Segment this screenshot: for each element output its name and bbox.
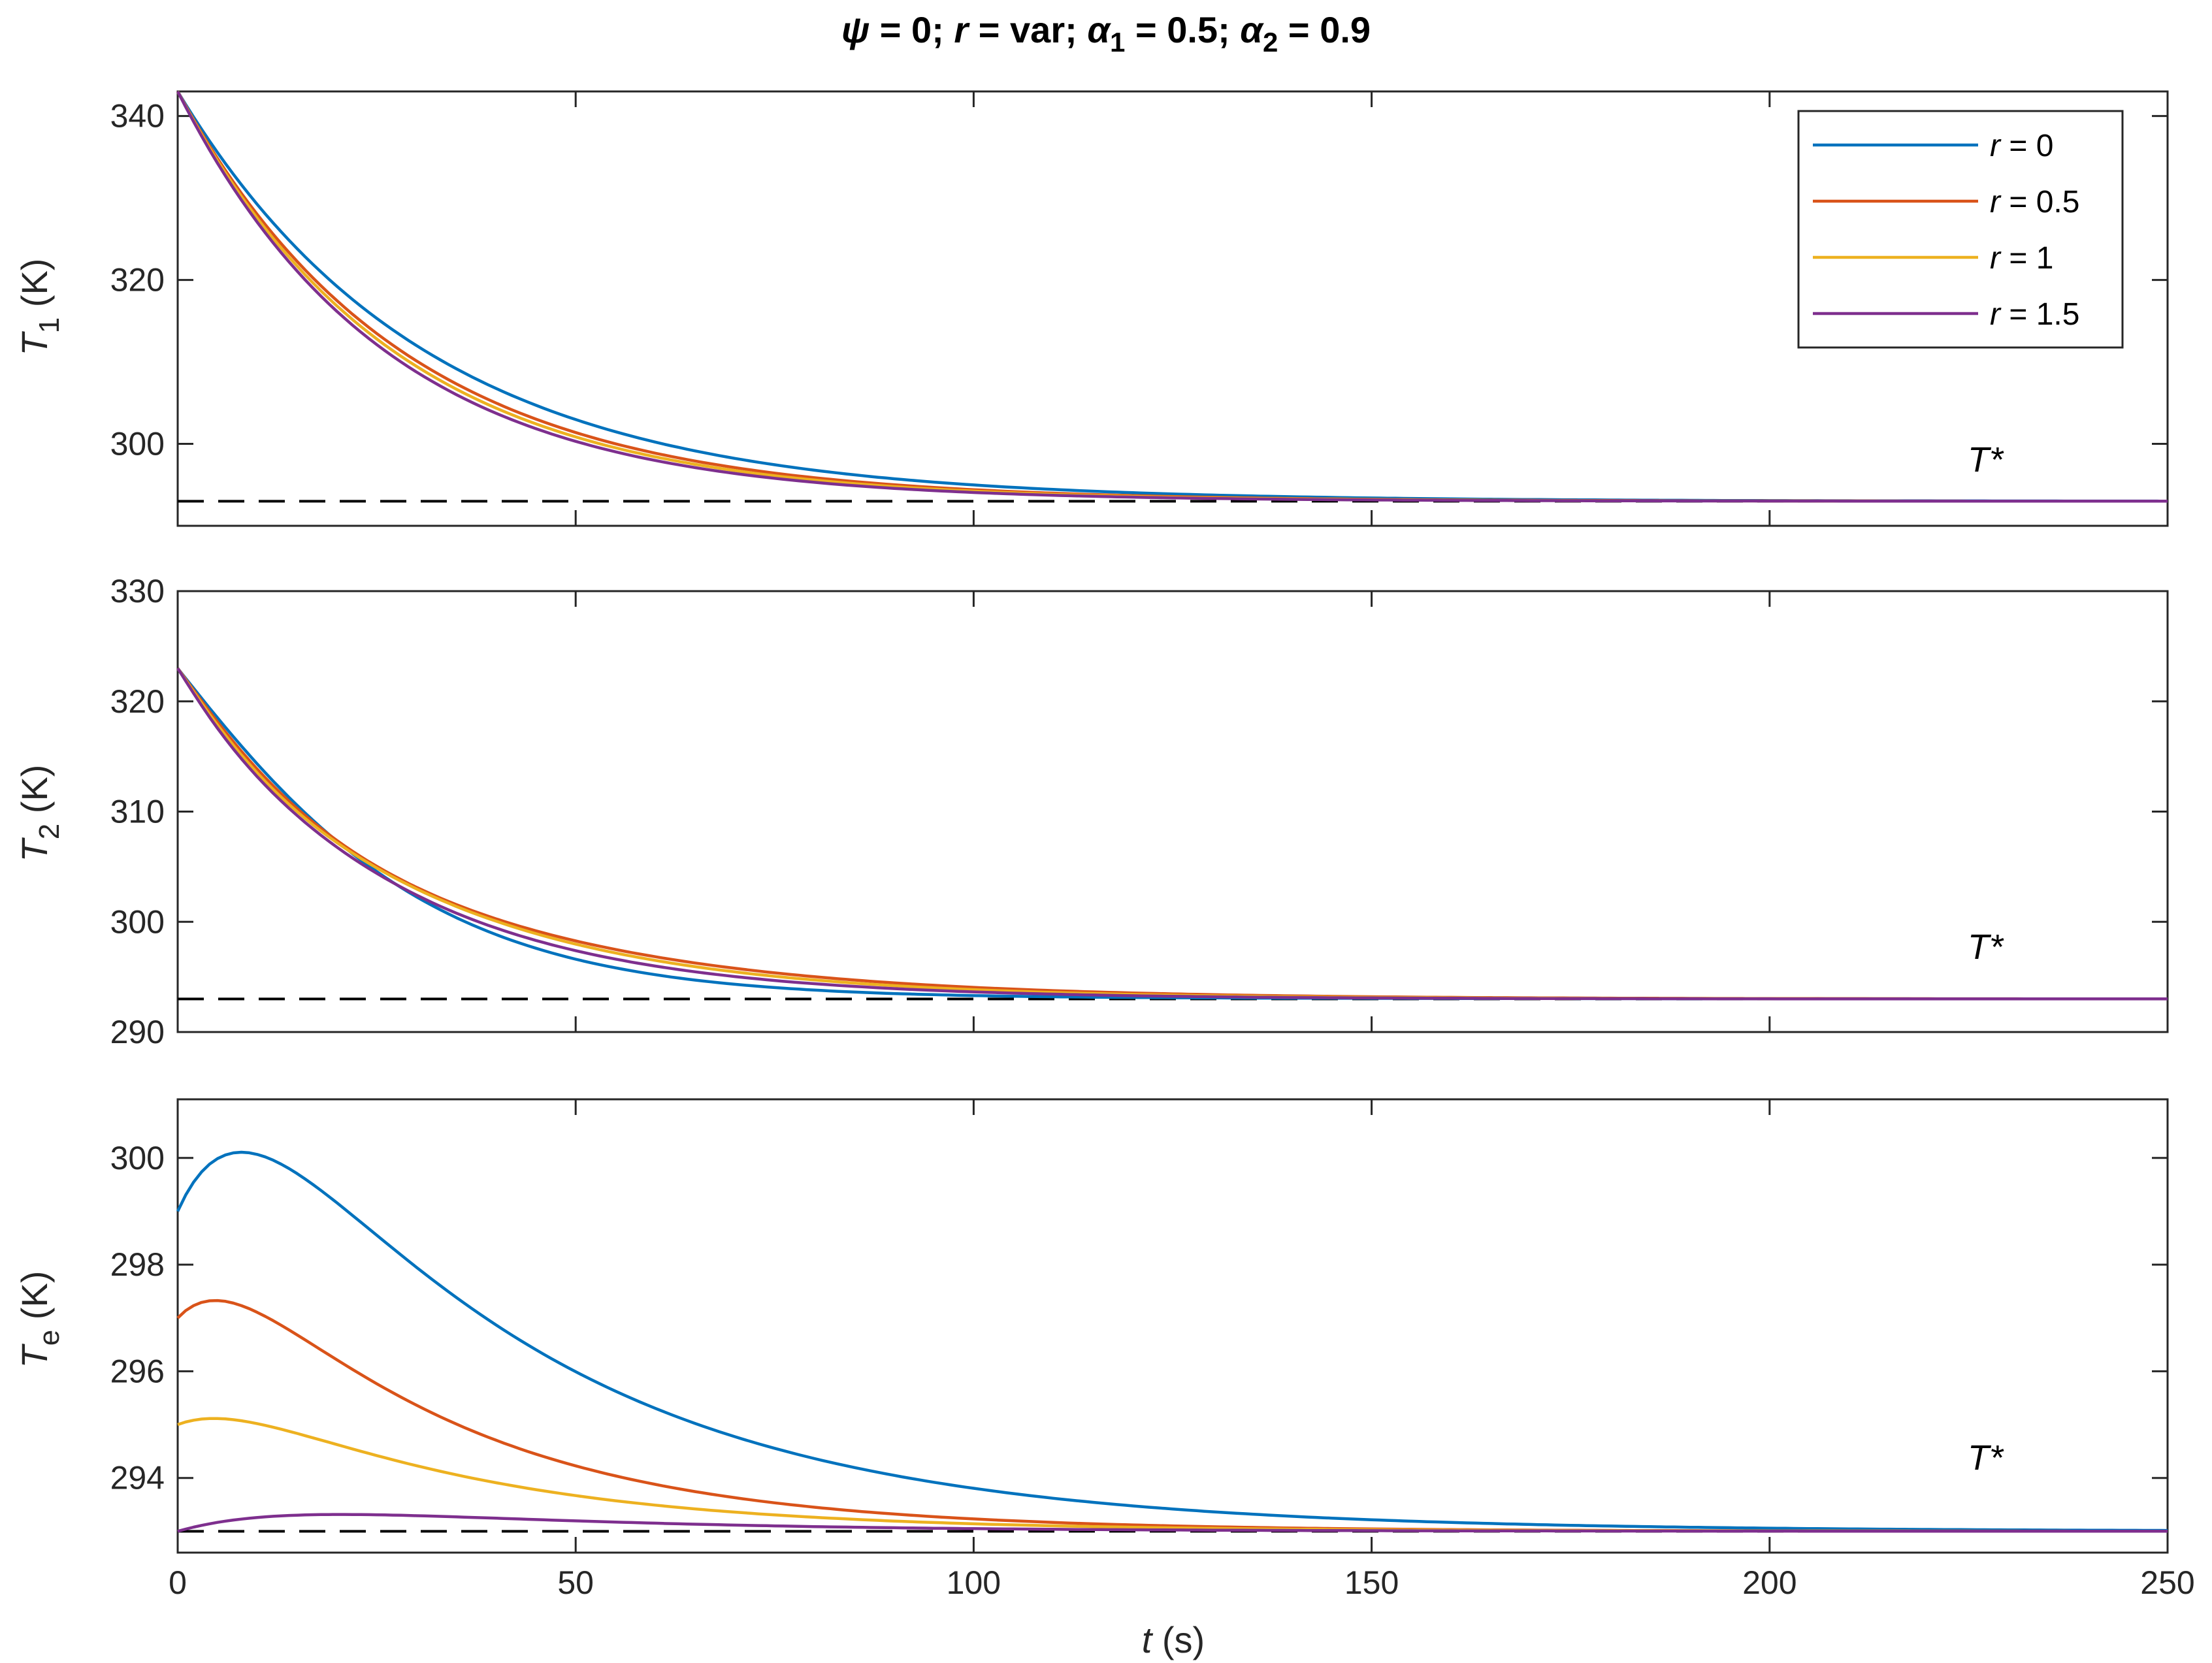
y-tick-label-t2-1: 300: [110, 903, 165, 940]
ylabel-te: Te (K): [14, 1271, 65, 1368]
legend-item-r1: r = 1: [1813, 241, 2053, 276]
x-tick-labels: 0 50 100 150 200 250: [169, 1564, 2195, 1601]
x-axis-label: t (s): [1142, 1619, 1205, 1660]
x-tick-label-1: 50: [557, 1564, 594, 1601]
panel-t2-plot: [176, 590, 2169, 1033]
legend-item-r15: r = 1.5: [1813, 297, 2079, 332]
panel-t2-ytick-labels: 290 300 310 320 330: [110, 573, 165, 1050]
y-tick-label-t2-4: 330: [110, 573, 165, 609]
t-star-annotation-panel-2: T*: [1968, 928, 2004, 967]
y-tick-label-t1-2: 340: [110, 98, 165, 135]
y-tick-label-t2-2: 310: [110, 794, 165, 830]
axes-box-te: [176, 1098, 2169, 1554]
panel-t1: 300 320 340 T* T1 (K): [14, 90, 2169, 527]
legend-item-r05: r = 0.5: [1813, 185, 2079, 219]
x-tick-label-2: 100: [947, 1564, 1001, 1601]
series-r15-t2: [176, 667, 2168, 1001]
panel-te-plot: [176, 1098, 2169, 1554]
ylabel-t1: T1 (K): [14, 259, 65, 356]
series-r15-te: [177, 1513, 2168, 1533]
panel-t2: 290 300 310 320 330 T* T2 (K): [14, 573, 2169, 1050]
y-tick-label-t2-3: 320: [110, 683, 165, 720]
y-tick-label-t1-0: 300: [110, 426, 165, 462]
legend-item-r0: r = 0: [1813, 129, 2053, 163]
y-tick-label-te-0: 294: [110, 1460, 165, 1496]
series-r15-t1: [176, 90, 2168, 503]
y-tick-label-te-1: 296: [110, 1353, 165, 1389]
panel-t1-ytick-labels: 300 320 340: [110, 98, 165, 462]
x-tick-label-4: 200: [1742, 1564, 1797, 1601]
legend-label-r0: r = 0: [1990, 129, 2053, 163]
y-tick-label-t1-1: 320: [110, 262, 165, 299]
y-tick-label-te-2: 298: [110, 1246, 165, 1283]
panel-te-ytick-labels: 294 296 298 300: [110, 1140, 165, 1496]
figure-title: ψ = 0; r = var; α1 = 0.5; α2 = 0.9: [841, 9, 1371, 57]
legend-label-r05: r = 0.5: [1990, 185, 2079, 219]
series-r0-te: [176, 1150, 2168, 1532]
t-star-annotation-panel-1: T*: [1968, 440, 2004, 479]
x-tick-label-5: 250: [2140, 1564, 2194, 1601]
axes-box-t1: [176, 90, 2169, 527]
y-tick-label-te-3: 300: [110, 1140, 165, 1176]
x-tick-label-0: 0: [169, 1564, 187, 1601]
y-tick-label-t2-0: 290: [110, 1014, 165, 1050]
panel-t1-plot: [176, 90, 2169, 527]
panel-te: 294 296 298 300 T* Te (K): [14, 1098, 2169, 1554]
t-star-annotation-panel-3: T*: [1968, 1438, 2004, 1477]
legend-label-r15: r = 1.5: [1990, 297, 2079, 332]
ylabel-t2: T2 (K): [14, 765, 65, 862]
legend-label-r1: r = 1: [1990, 241, 2053, 276]
x-tick-label-3: 150: [1344, 1564, 1399, 1601]
legend: r = 0 r = 0.5 r = 1 r = 1.5: [1797, 110, 2124, 349]
legend-box: [1797, 110, 2124, 349]
